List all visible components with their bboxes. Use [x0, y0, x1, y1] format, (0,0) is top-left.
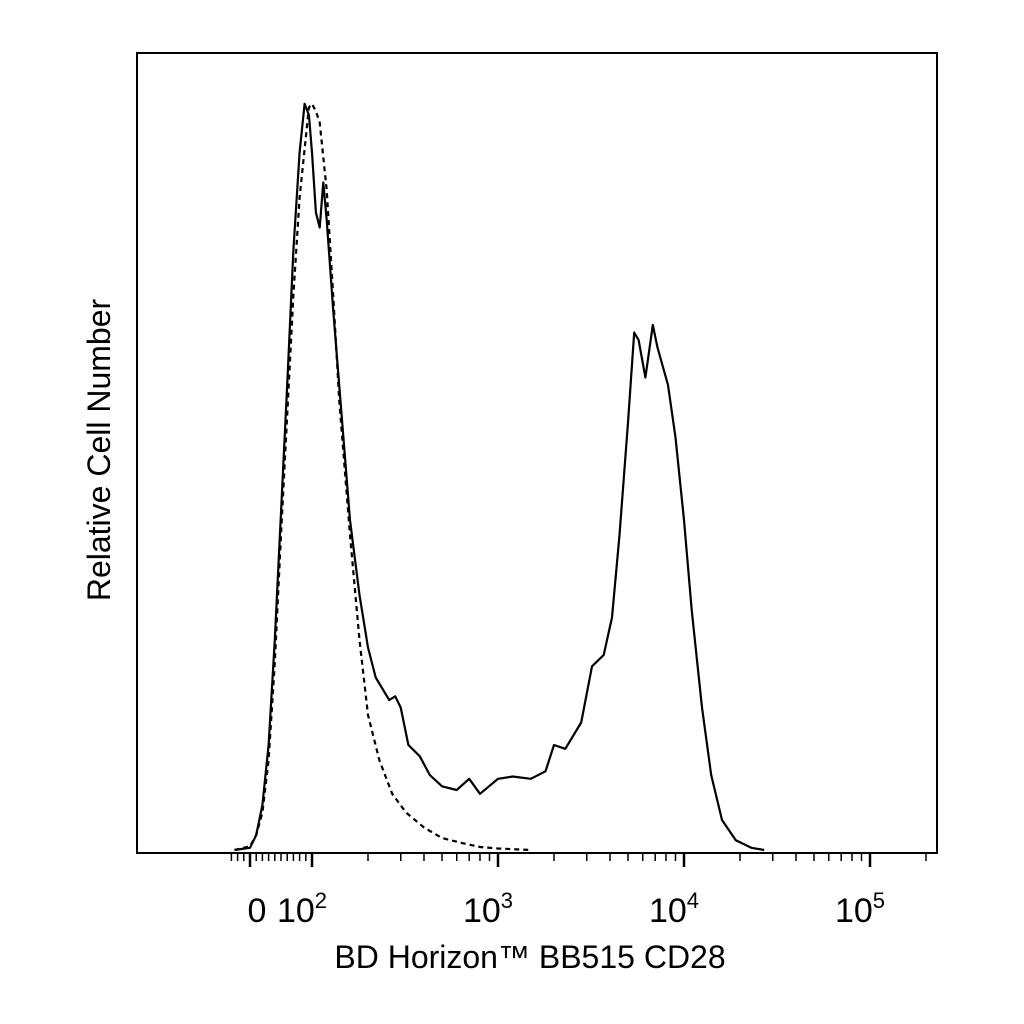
x-tick-label: 103	[463, 888, 513, 930]
plot-frame	[136, 52, 938, 854]
x-axis-ticks	[230, 853, 927, 867]
histogram-dashed-series	[234, 102, 531, 852]
x-axis-title: BD Horizon™ BB515 CD28	[334, 939, 725, 975]
x-tick-labels: 0 102 103 104 105	[248, 888, 886, 930]
histogram-series	[234, 102, 765, 852]
histogram-solid-series	[234, 102, 765, 852]
y-axis-title: Relative Cell Number	[81, 298, 117, 601]
x-tick-label: 102	[277, 888, 327, 930]
x-tick-label: 0	[248, 892, 267, 930]
x-tick-label: 104	[649, 888, 699, 930]
x-tick-label: 105	[835, 888, 885, 930]
